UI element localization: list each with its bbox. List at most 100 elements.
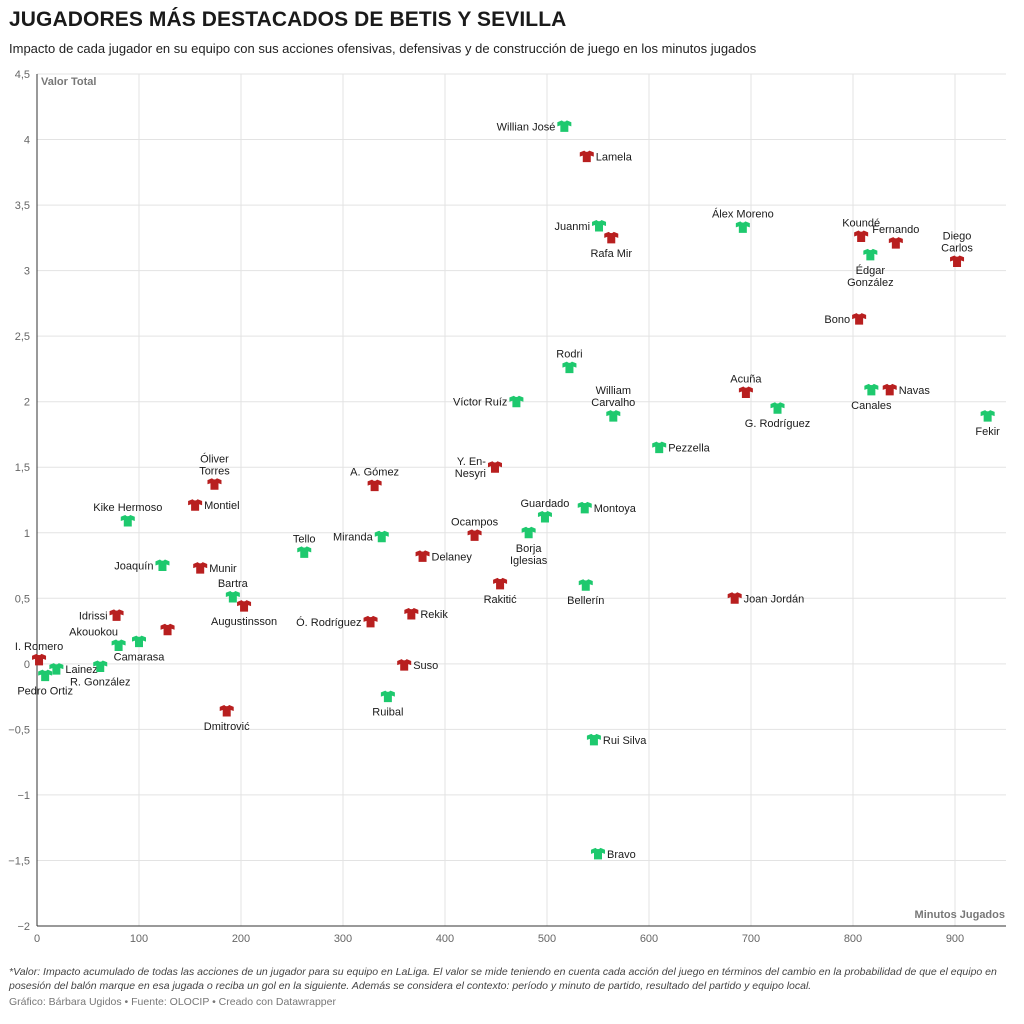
point-montiel-shirt-icon (188, 499, 203, 511)
x-tick-label: 500 (538, 933, 556, 945)
point-label-tello: Tello (293, 533, 316, 545)
point-label-lamela: Lamela (596, 152, 633, 164)
point-label-fernando: Fernando (872, 224, 919, 236)
grid-lines (37, 73, 1006, 926)
point-joan-jordan-shirt-icon (727, 592, 742, 604)
credits: Gráfico: Bárbara Ugidos • Fuente: OLOCIP… (9, 996, 336, 1008)
point-label-acuna: Acuña (730, 374, 762, 386)
point-g-rodriguez-shirt-icon (770, 402, 785, 414)
point-label-rakitic: Rakitić (484, 594, 518, 606)
point-label-pedro-ortiz: Pedro Ortiz (17, 686, 73, 698)
point-label-ruibal: Ruibal (372, 707, 403, 719)
point-lamela-shirt-icon (579, 150, 594, 163)
point-label-o-rodriguez: Ó. Rodríguez (296, 616, 361, 629)
y-tick-label: 2 (24, 397, 30, 409)
point-label-y-en-nesyri: Y. En- (457, 456, 486, 468)
point-label-ocampos: Ocampos (451, 516, 499, 528)
x-tick-label: 200 (232, 933, 250, 945)
point-fekir-shirt-icon (980, 410, 995, 422)
point-label-kike-hermoso: Kike Hermoso (93, 502, 162, 514)
point-acuna-shirt-icon (738, 386, 753, 399)
point-bravo-shirt-icon (591, 847, 605, 860)
y-tick-label: 3,5 (15, 200, 30, 212)
point-guardado-shirt-icon (537, 511, 552, 523)
point-label-canales: Canales (851, 400, 892, 412)
point-label-edgar-gonzalez: González (847, 277, 893, 289)
point-label-camarasa: Camarasa (114, 652, 166, 664)
point-label-montoya: Montoya (594, 503, 637, 515)
y-tick-label: 0 (24, 659, 30, 671)
point-delaney-shirt-icon (415, 550, 430, 562)
point-label-oliver-torres: Torres (199, 465, 230, 477)
y-tick-label: 4,5 (15, 69, 30, 81)
point-victor-ruiz-shirt-icon (509, 395, 524, 408)
data-points: Willian José Lamela Juanmi Rafa Mir Álex Mor… (15, 120, 1000, 861)
x-tick-label: 600 (640, 933, 658, 945)
point-label-r-gonzalez: R. González (70, 676, 131, 688)
x-tick-label: 800 (844, 933, 862, 945)
point-munir-shirt-icon (193, 562, 208, 574)
point-pedro-ortiz-shirt-icon (38, 669, 53, 682)
y-tick-label: 0,5 (15, 593, 30, 605)
point-label-victor-ruiz: Víctor Ruíz (453, 397, 507, 409)
point-akouokou-shirt-icon (111, 639, 126, 651)
point-suso-shirt-icon (397, 659, 412, 671)
point-dmitrovic-shirt-icon (219, 705, 234, 717)
y-tick-label: 1,5 (15, 462, 30, 474)
x-tick-label: 100 (130, 933, 148, 945)
point-r-gonzalez-shirt-icon (93, 660, 108, 672)
point-idrissi-shirt-icon (109, 609, 124, 621)
point-o-rodriguez-shirt-icon (363, 615, 378, 628)
point-label-lainez: Lainez (65, 664, 97, 676)
point-augustinsson-shirt-icon (237, 600, 252, 612)
point-rekik-shirt-icon (404, 608, 419, 620)
point-tello-shirt-icon (297, 546, 312, 558)
point-diego-carlos-shirt-icon (950, 255, 965, 267)
point-label-i-romero: I. Romero (15, 641, 63, 653)
point-pezzella-shirt-icon (652, 441, 667, 454)
point-label-munir: Munir (209, 563, 237, 575)
point-willian-jose-shirt-icon (557, 120, 572, 132)
point-label-joaquin: Joaquín (114, 561, 153, 573)
point-label-rui-silva: Rui Silva (603, 735, 647, 747)
point-label-william-carvalho: William (596, 385, 631, 397)
axis-ticks: 4,5 4 3,5 3 2,5 2 1,5 1 0,5 0 −0,5 −1 −1,5 −2 0 100 200 3… (8, 69, 964, 945)
footnote: *Valor: Impacto acumulado de todas las a… (9, 966, 997, 992)
point-label-rafa-mir: Rafa Mir (590, 248, 632, 260)
point-label-a-gomez: A. Gómez (350, 467, 399, 479)
point-a-gomez-shirt-icon (367, 479, 382, 492)
point-label-juanmi: Juanmi (555, 221, 590, 233)
point-miranda-shirt-icon (374, 530, 389, 543)
x-tick-label: 400 (436, 933, 454, 945)
x-tick-label: 900 (946, 933, 964, 945)
point-label-borja-iglesias: Borja (516, 543, 543, 555)
point-label-dmitrovic: Dmitrović (204, 721, 250, 733)
point-label-edgar-gonzalez: Édgar (856, 264, 886, 277)
point-canales-shirt-icon (864, 383, 879, 396)
y-tick-label: −1,5 (8, 855, 30, 867)
point-fernando-shirt-icon (888, 237, 903, 249)
point-camarasa-shirt-icon (132, 635, 146, 648)
y-tick-label: 1 (24, 528, 30, 540)
point-edgar-gonzalez-shirt-icon (863, 248, 878, 261)
point-montoya-shirt-icon (577, 501, 592, 514)
y-tick-label: −0,5 (8, 724, 30, 736)
point-rui-silva-shirt-icon (586, 733, 601, 746)
point-rodri-shirt-icon (562, 361, 577, 374)
point-navas-shirt-icon (882, 383, 897, 396)
point-label-miranda: Miranda (333, 532, 374, 544)
point-y-en-nesyri-shirt-icon (487, 461, 502, 473)
point-label-fekir: Fekir (975, 426, 1000, 438)
x-tick-label: 300 (334, 933, 352, 945)
point-label-delaney: Delaney (432, 551, 473, 563)
point-label-bartra: Bartra (218, 578, 249, 590)
x-tick-label: 0 (34, 933, 40, 945)
point-label-bravo: Bravo (607, 849, 636, 861)
y-tick-label: −1 (17, 790, 30, 802)
point-ocampos-shirt-icon (467, 529, 482, 541)
point-label-diego-carlos: Diego (943, 230, 972, 242)
point-bartra-shirt-icon (225, 590, 240, 603)
point-label-guardado: Guardado (520, 498, 569, 510)
y-tick-label: 3 (24, 266, 30, 278)
chart-title: JUGADORES MÁS DESTACADOS DE BETIS Y SEVI… (9, 8, 567, 31)
